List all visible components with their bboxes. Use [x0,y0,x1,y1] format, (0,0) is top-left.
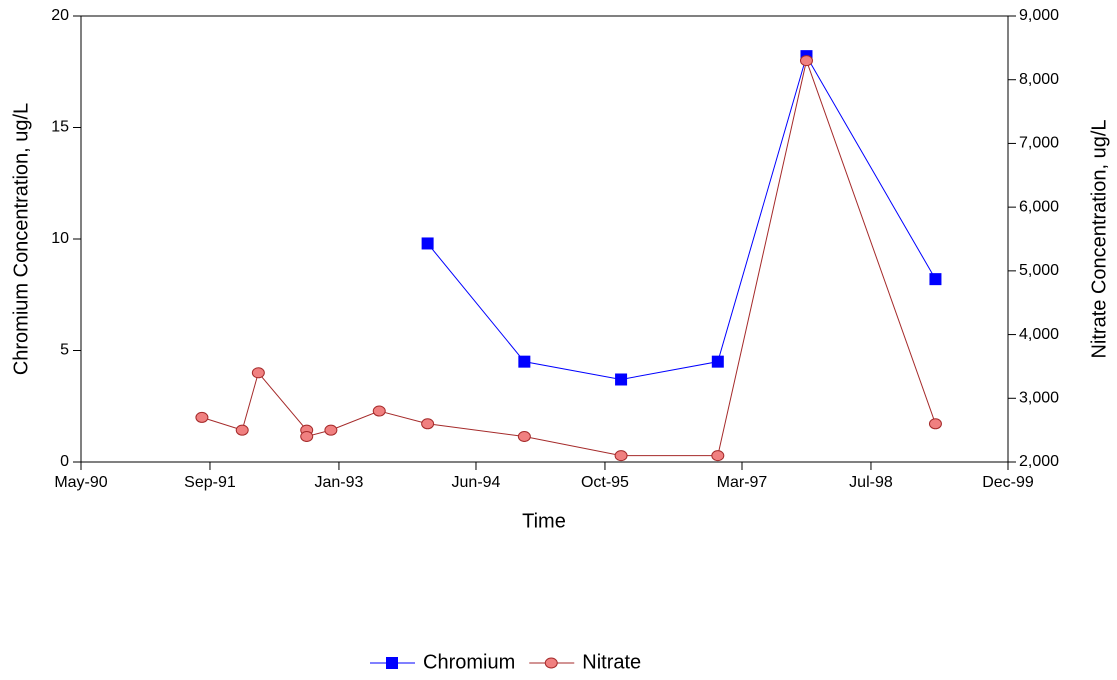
y2-axis-title: Nitrate Concentration, ug/L [1088,119,1110,358]
legend-label: Nitrate [582,651,641,673]
data-point [235,424,249,436]
data-point [300,431,314,443]
y2-tick-label: 8,000 [1019,71,1059,88]
y2-tick-label: 2,000 [1019,453,1059,470]
y2-tick-label: 3,000 [1019,390,1059,407]
x-axis-title: Time [522,510,566,532]
data-point [324,424,338,436]
y-tick-label: 5 [60,342,69,359]
x-tick-label: May-90 [54,474,107,491]
x-tick-label: Sep-91 [184,474,236,491]
data-point [711,450,725,462]
y-tick-label: 10 [51,230,69,247]
legend-label: Chromium [423,651,515,673]
data-point [421,418,435,430]
y-tick-label: 20 [51,7,69,24]
y2-tick-label: 5,000 [1019,262,1059,279]
legend-marker [544,657,558,669]
legend-marker [386,657,398,669]
data-point [614,450,628,462]
data-point [799,55,813,67]
data-point [615,373,628,386]
y2-tick-label: 4,000 [1019,326,1059,343]
x-tick-label: Jan-93 [314,474,363,491]
y-axis-title: Chromium Concentration, ug/L [10,103,32,375]
data-point [928,418,942,430]
y2-tick-label: 7,000 [1019,135,1059,152]
series-line [201,58,936,457]
x-tick-label: Mar-97 [717,474,768,491]
x-tick-label: Dec-99 [982,474,1034,491]
data-point [517,431,531,443]
data-point [421,237,434,250]
y2-tick-label: 9,000 [1019,7,1059,24]
x-tick-label: Jun-94 [452,474,501,491]
data-point [711,355,724,368]
y-tick-label: 15 [51,119,69,136]
data-point [251,367,265,379]
y-tick-label: 0 [60,453,69,470]
data-point [372,405,386,417]
plot-frame [80,15,1009,463]
series-line [427,54,936,380]
y2-tick-label: 6,000 [1019,198,1059,215]
x-tick-label: Oct-95 [581,474,629,491]
data-point [518,355,531,368]
data-point [929,273,942,286]
x-tick-label: Jul-98 [849,474,893,491]
data-point [195,411,209,423]
